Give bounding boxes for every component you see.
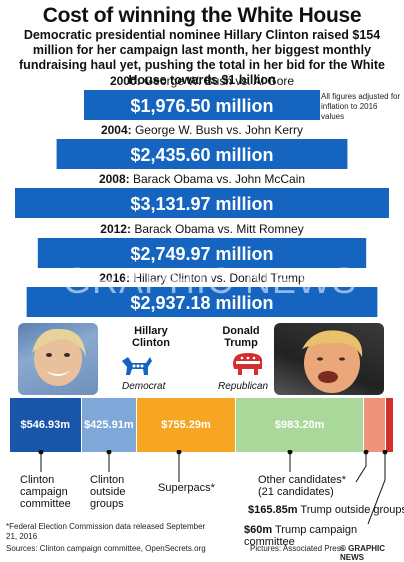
segment-value-label: $546.93m	[20, 419, 71, 431]
democrat-label: Democrat	[122, 381, 166, 392]
cost-bar	[15, 188, 389, 218]
bar-value-label: $2,435.60 million	[130, 145, 273, 165]
photo-credit: Pictures: Associated Press	[250, 544, 345, 553]
segment-superpacs: $755.29m	[137, 398, 235, 452]
cost-bar	[26, 287, 378, 317]
trump-outside-value: $165.85m	[248, 504, 298, 516]
breakdown-connectors	[38, 450, 388, 525]
trump-name: Donald Trump	[222, 325, 260, 349]
trump-photo	[274, 323, 384, 395]
chart-subtitle: Democratic presidential nominee Hillary …	[19, 28, 385, 87]
trump-committee-value: $60m	[244, 524, 273, 536]
bar-value-label: $1,976.50 million	[130, 96, 273, 116]
sources: Sources: Clinton campaign committee, Ope…	[6, 544, 206, 553]
bar-year-label: 2012: Barack Obama vs. Mitt Romney	[100, 222, 303, 236]
segment-value-label: $425.91m	[84, 419, 134, 431]
inflation-note: All figures adjusted for inflation to 20…	[321, 92, 401, 121]
segment-trump-outside	[364, 398, 386, 452]
chart-title: Cost of winning the White House	[42, 4, 362, 27]
segment-trump-committee	[386, 398, 393, 452]
other-candidates-label: Other candidates* (21 candidates)	[258, 474, 347, 498]
segment-clinton-committee: $546.93m	[10, 398, 81, 452]
watermark: GRAPHIC NEWS	[62, 260, 358, 301]
copyright-credit: © GRAPHIC NEWS	[340, 544, 386, 562]
clinton-committee-label: Clinton campaign committee	[20, 474, 71, 510]
bar-year-label: 2008: Barack Obama vs. John McCain	[99, 172, 305, 186]
trump-committee-label: $60m Trump campaign committee	[244, 524, 404, 548]
cost-bar	[83, 90, 321, 120]
trump-outside-text: Trump outside groups	[300, 504, 404, 516]
footnote: *Federal Election Commission data releas…	[6, 522, 206, 541]
candidate-panel: Hillary Clinton Donald Trump Democrat Re…	[18, 323, 384, 395]
bar-value-label: $2,937.18 million	[130, 293, 273, 313]
superpacs-label: Superpacs*	[158, 482, 215, 494]
bar-year-label: 2016: Hillary Clinton vs. Donald Trump	[99, 271, 305, 285]
clinton-name: Hillary Clinton	[132, 325, 170, 349]
bar-value-label: $3,131.97 million	[130, 194, 273, 214]
republican-elephant-icon	[233, 353, 262, 375]
bar-year-label: 2004: George W. Bush vs. John Kerry	[101, 123, 303, 137]
bar-year-label: 2000: George W. Bush vs. Al Gore	[110, 74, 294, 88]
campaign-cost-bars: 2000: George W. Bush vs. Al Gore $1,976.5…	[15, 74, 389, 317]
republican-label: Republican	[218, 381, 269, 392]
cost-bar	[37, 238, 367, 268]
trump-committee-text: Trump campaign committee	[244, 524, 358, 548]
clinton-photo	[18, 323, 98, 395]
democrat-donkey-icon	[122, 357, 152, 375]
clinton-outside-label: Clinton outside groups	[90, 474, 126, 510]
segment-value-label: $983.20m	[274, 419, 325, 431]
cost-bar	[56, 139, 348, 169]
trump-outside-label: $165.85m Trump outside groups	[248, 504, 404, 516]
bar-value-label: $2,749.97 million	[130, 244, 273, 264]
segment-clinton-outside: $425.91m	[81, 398, 137, 452]
fundraising-breakdown: $546.93m $425.91m $755.29m $983.20m	[10, 398, 394, 452]
segment-other-candidates: $983.20m	[235, 398, 364, 452]
segment-value-label: $755.29m	[161, 419, 211, 431]
